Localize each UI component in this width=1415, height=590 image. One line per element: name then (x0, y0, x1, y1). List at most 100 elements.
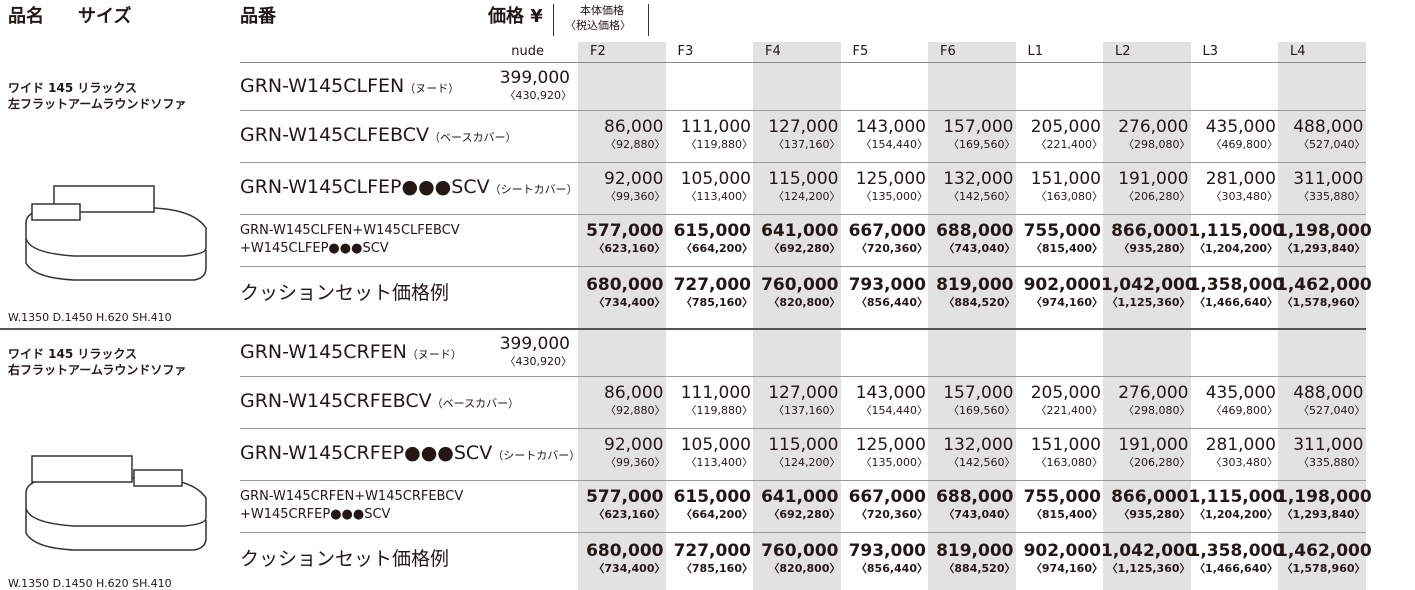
tax-price: 〈163,080〉 (1035, 190, 1104, 203)
rule (240, 110, 1366, 111)
tax-price: 〈815,400〉 (1030, 508, 1103, 521)
price: 1,358,000 (1188, 541, 1285, 561)
tax-price: 〈137,160〉 (773, 138, 841, 151)
code-note: （ヌード） (406, 348, 462, 361)
tax-price: 〈298,080〉 (1123, 138, 1191, 151)
price: 281,000 (1205, 435, 1276, 455)
tax-price: 〈137,160〉 (773, 404, 841, 417)
price: 276,000 (1118, 117, 1189, 137)
tax-price: 〈206,280〉 (1123, 456, 1191, 469)
tax-price: 〈335,880〉 (1298, 456, 1366, 469)
tax-price: 〈135,000〉 (860, 190, 929, 203)
tax-price: 〈734,400〉 (593, 296, 666, 309)
tax-price: 〈820,800〉 (768, 562, 841, 575)
tax-price: 〈142,560〉 (948, 190, 1016, 203)
price: 281,000 (1205, 169, 1276, 189)
price: 92,000 (604, 435, 664, 455)
tax-price: 〈1,204,200〉 (1194, 508, 1278, 521)
tax-price: 〈124,200〉 (773, 190, 841, 203)
tax-price: 〈335,880〉 (1298, 190, 1366, 203)
price: 111,000 (680, 383, 751, 403)
price: 488,000 (1293, 383, 1364, 403)
price: 132,000 (943, 169, 1014, 189)
tax-price: 〈169,560〉 (948, 138, 1016, 151)
tax-price: 〈734,400〉 (593, 562, 666, 575)
price: 125,000 (855, 169, 926, 189)
price: 755,000 (1023, 221, 1101, 241)
tax-price: 〈154,440〉 (860, 404, 929, 417)
price: 577,000 (586, 221, 664, 241)
product-name: ワイド 145 リラックス (8, 347, 138, 361)
code-note: （ベースカバー） (429, 131, 517, 144)
price: 866,000 (1111, 221, 1189, 241)
price: 205,000 (1030, 117, 1101, 137)
product-code: クッションセット価格例 (240, 548, 450, 570)
product-code: +W145CRFEP●●●SCV (240, 507, 391, 522)
price: 688,000 (936, 487, 1014, 507)
price: 1,198,000 (1276, 487, 1372, 507)
price: 615,000 (673, 487, 751, 507)
price: 86,000 (604, 383, 664, 403)
tax-price: 〈303,480〉 (1210, 456, 1279, 469)
sofa-illustration (25, 185, 207, 281)
tax-price: 〈743,040〉 (943, 242, 1016, 255)
tax-price: 〈430,920〉 (504, 355, 573, 368)
tax-price: 〈623,160〉 (593, 508, 666, 521)
price-note: 〈税込価格〉 (565, 19, 631, 32)
price: 760,000 (761, 275, 839, 295)
sofa-illustration (25, 455, 207, 551)
price: 641,000 (761, 487, 839, 507)
product-code: GRN-W145CRFEBCV（ベースカバー） (240, 390, 520, 412)
product-code: +W145CLFEP●●●SCV (240, 241, 389, 256)
column-header: L1 (1027, 44, 1044, 59)
price: 793,000 (848, 275, 926, 295)
shaded-column (1278, 42, 1366, 590)
price: 105,000 (680, 169, 751, 189)
price: 680,000 (586, 275, 664, 295)
price: 435,000 (1205, 383, 1276, 403)
price: 399,000 (499, 334, 570, 354)
tax-price: 〈119,880〉 (685, 138, 754, 151)
price: 111,000 (680, 117, 751, 137)
price: 755,000 (1023, 487, 1101, 507)
price: 143,000 (855, 117, 926, 137)
rule (240, 376, 1366, 377)
header-size: サイズ (78, 6, 132, 27)
tax-price: 〈935,280〉 (1118, 242, 1191, 255)
column-header: L2 (1115, 44, 1131, 59)
price: 1,115,000 (1188, 221, 1285, 241)
tax-price: 〈527,040〉 (1298, 404, 1366, 417)
tax-price: 〈1,293,840〉 (1281, 508, 1366, 521)
rule (240, 62, 1366, 63)
tax-price: 〈935,280〉 (1118, 508, 1191, 521)
tax-price: 〈1,466,640〉 (1194, 296, 1278, 309)
price: 667,000 (848, 487, 926, 507)
bracket (553, 4, 649, 36)
tax-price: 〈298,080〉 (1123, 404, 1191, 417)
group-rule (0, 328, 1366, 330)
tax-price: 〈974,160〉 (1030, 562, 1103, 575)
price: 191,000 (1118, 435, 1189, 455)
tax-price: 〈1,578,960〉 (1281, 296, 1366, 309)
rule (240, 162, 1366, 163)
header-name: 品名 (8, 6, 44, 27)
price: 157,000 (943, 383, 1014, 403)
column-header: L3 (1202, 44, 1219, 59)
shaded-column (578, 42, 666, 590)
tax-price: 〈856,440〉 (855, 296, 928, 309)
price: 1,042,000 (1101, 541, 1197, 561)
price: 311,000 (1293, 169, 1364, 189)
price: 132,000 (943, 435, 1014, 455)
product-code: GRN-W145CLFEP●●●SCV（シートカバー） (240, 176, 578, 198)
price: 1,358,000 (1188, 275, 1285, 295)
column-header: F3 (677, 44, 694, 59)
price: 1,198,000 (1276, 221, 1372, 241)
price: 680,000 (586, 541, 664, 561)
shaded-column (1103, 42, 1191, 590)
tax-price: 〈815,400〉 (1030, 242, 1103, 255)
price: 760,000 (761, 541, 839, 561)
product-size: W.1350 D.1450 H.620 SH.410 (8, 311, 172, 324)
tax-price: 〈113,400〉 (685, 456, 754, 469)
tax-price: 〈1,578,960〉 (1281, 562, 1366, 575)
